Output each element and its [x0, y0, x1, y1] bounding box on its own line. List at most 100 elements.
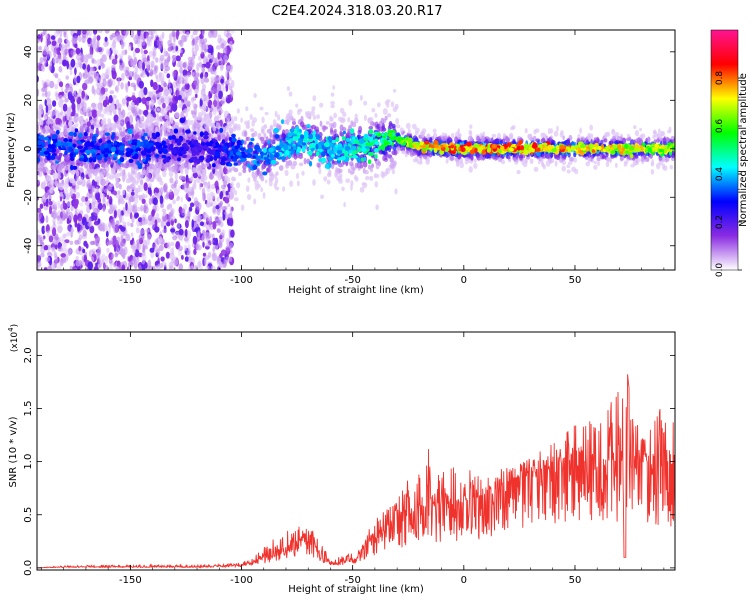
spectrogram-noise-point [138, 80, 144, 89]
spectrogram-halo-point [268, 171, 274, 177]
spectrogram-noise-point [39, 56, 44, 64]
spectrogram-halo-point [138, 131, 142, 135]
spectrogram-noise-point [121, 72, 125, 81]
spectrogram-halo-point [178, 104, 183, 109]
spectrogram-noise-point [203, 73, 208, 79]
spectrogram-halo-point [433, 132, 438, 139]
spectrogram-halo-point [64, 178, 69, 185]
spectrogram-halo-point [425, 159, 430, 165]
spectrogram-halo-point [468, 166, 473, 173]
spectrogram-halo-point [652, 134, 656, 139]
spectrogram-halo-point [347, 116, 351, 123]
spectrogram-halo-point [610, 154, 616, 159]
spectrogram-noise-point [225, 190, 229, 196]
spectrogram-noise-point [82, 82, 88, 91]
spectrogram-noise-point [61, 59, 68, 67]
spectrogram-noise-point [188, 206, 193, 212]
spectrogram-noise-point [140, 73, 143, 78]
spectrogram-halo-point [143, 194, 148, 199]
spectrogram-halo-point [88, 173, 93, 179]
spectrogram-halo-point [330, 101, 335, 105]
spectrogram-halo-point [533, 129, 537, 135]
spectrogram-halo-point [668, 126, 672, 133]
spectrogram-noise-point [191, 46, 195, 56]
spectrogram-halo-point [298, 162, 304, 167]
spectrogram-halo-point [639, 127, 642, 132]
spectrogram-halo-point [223, 175, 227, 182]
spectrogram-noise-point [170, 215, 176, 221]
spectrogram-noise-point [115, 99, 120, 107]
spectrogram-noise-point [52, 227, 57, 237]
spectrogram-noise-point [191, 219, 195, 229]
spectrogram-noise-point [85, 196, 88, 202]
spectrogram-halo-point [145, 127, 149, 133]
spectrogram-noise-point [115, 242, 119, 247]
spectrogram-halo-point [562, 135, 565, 141]
spectrogram-noise-point [144, 262, 148, 269]
spectrogram-noise-point [133, 260, 138, 270]
spectrogram-noise-point [222, 47, 228, 57]
spectrogram-halo-point [261, 128, 265, 135]
spectrogram-noise-point [229, 217, 234, 227]
spectrogram-noise-point [145, 32, 149, 39]
spectrogram-noise-point [157, 263, 162, 270]
spectrogram-noise-point [199, 221, 205, 226]
spectrogram-halo-point [190, 176, 194, 181]
spectrogram-noise-point [63, 31, 67, 38]
spectrogram-halo-point [93, 169, 98, 174]
spectrogram-noise-point [46, 51, 50, 59]
spectrogram-halo-point [261, 116, 265, 124]
spectrogram-noise-point [148, 50, 153, 58]
spectrogram-noise-point [201, 187, 206, 196]
spectrogram-noise-point [132, 73, 138, 81]
spectrogram-halo-point [524, 128, 528, 134]
spectrogram-noise-point [37, 229, 40, 236]
spectrogram-noise-point [87, 261, 93, 270]
spectrogram-noise-point [173, 256, 179, 265]
spectrogram-noise-point [89, 46, 93, 55]
spectrogram-halo-point [369, 175, 374, 181]
spectrogram-noise-point [37, 264, 40, 270]
spectrogram-halo-point [210, 191, 214, 197]
spectrogram-noise-point [95, 75, 99, 83]
spectrogram-noise-point [179, 30, 183, 35]
spectrogram-halo-point [414, 137, 419, 142]
spectrogram-noise-point [138, 90, 143, 98]
spectrogram-noise-point [219, 65, 224, 72]
spectrogram-noise-point [160, 203, 164, 209]
spectrogram-noise-point [138, 109, 144, 115]
spectrogram-noise-point [154, 65, 157, 71]
spectrogram-noise-point [215, 45, 222, 50]
spectrogram-noise-point [65, 193, 69, 201]
spectrogram-halo-point [101, 136, 106, 142]
spectrogram-halo-point [245, 185, 250, 192]
spectrogram-halo-point [127, 188, 133, 193]
spectrogram-noise-point [225, 169, 229, 175]
spectrogram-noise-point [207, 53, 213, 59]
spectrogram-noise-point [102, 99, 108, 108]
spectrogram-halo-point [488, 137, 492, 142]
spectrogram-noise-point [104, 188, 108, 193]
spectrogram-noise-point [180, 35, 186, 43]
spectrogram-noise-point [205, 242, 211, 247]
spectrogram-halo-point [455, 162, 460, 168]
spectrogram-noise-point [149, 122, 155, 132]
spectrogram-noise-point [177, 222, 181, 229]
spectrogram-halo-point [473, 159, 477, 163]
spectrogram-halo-point [571, 166, 577, 172]
spectrogram-halo-point [282, 186, 286, 192]
spectrogram-noise-point [118, 35, 124, 40]
spectrogram-halo-point [247, 177, 251, 183]
spectrogram-noise-point [155, 57, 159, 63]
spectrogram-noise-point [111, 204, 117, 211]
spectrogram-noise-point [90, 256, 95, 262]
spectrogram-noise-point [174, 218, 177, 224]
spectrogram-halo-point [573, 152, 577, 158]
spectrogram-noise-point [88, 190, 93, 199]
spectrogram-noise-point [61, 179, 65, 187]
spectrogram-halo-point [633, 139, 636, 144]
spectrogram-halo-point [245, 136, 249, 141]
spectrogram-noise-point [197, 215, 202, 220]
spectrogram-halo-point [185, 159, 189, 165]
spectrogram-noise-point [80, 176, 84, 184]
